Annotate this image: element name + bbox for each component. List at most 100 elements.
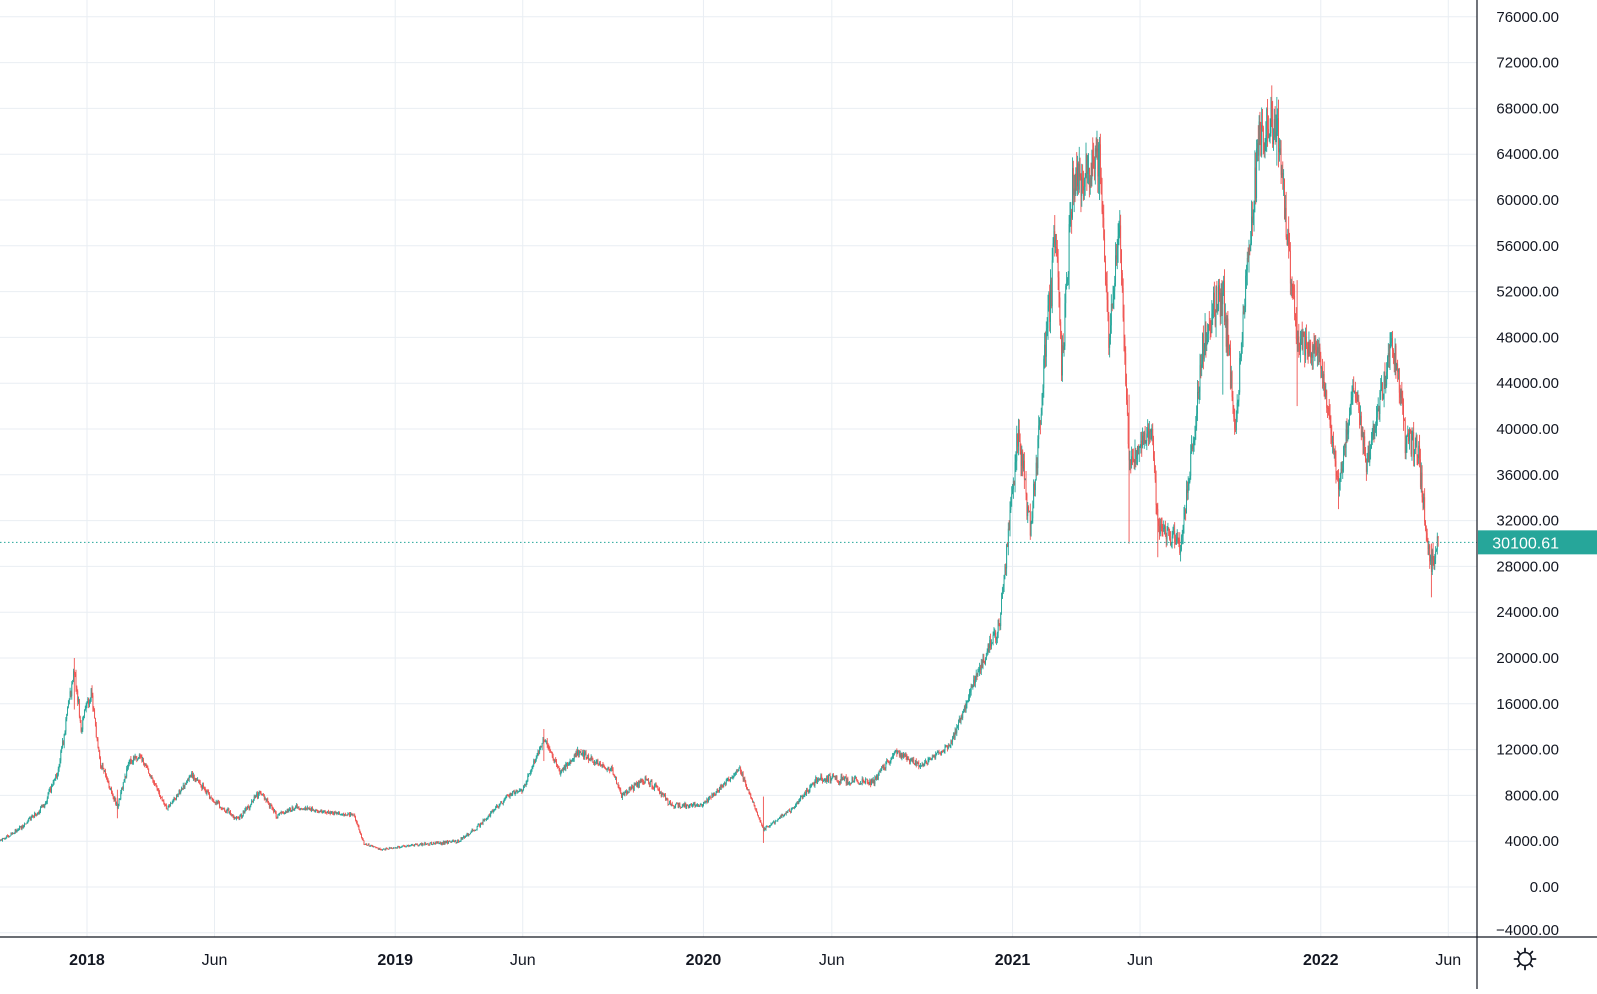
candle-body [98, 748, 99, 751]
candle-body [1305, 337, 1306, 356]
candle-body [1165, 526, 1166, 535]
candle-body [175, 799, 176, 800]
candle-body [32, 815, 33, 816]
candle-body [744, 779, 745, 781]
candle-body [659, 789, 660, 793]
candle-body [14, 833, 15, 834]
candle-body [1284, 178, 1285, 218]
candle-body [753, 802, 754, 803]
price-scale[interactable]: −4000.000.004000.008000.0012000.0016000.… [1496, 9, 1559, 939]
candle-body [454, 841, 455, 842]
candle-body [611, 767, 612, 769]
candle-body [589, 759, 590, 760]
candle-body [130, 759, 131, 761]
candle-body [565, 764, 566, 769]
candle-body [548, 745, 549, 747]
candle-body [268, 802, 269, 803]
candle-body [1105, 261, 1106, 280]
price-tick-label: 0.00 [1530, 879, 1559, 896]
candle-body [699, 806, 700, 807]
candle-body [1053, 231, 1054, 243]
candle-body [966, 701, 967, 705]
candle-body [380, 849, 381, 850]
candle-body [54, 779, 55, 780]
candle-body [303, 809, 304, 810]
candle-body [544, 740, 545, 742]
candle-body [1203, 334, 1204, 360]
candle-body [1352, 388, 1353, 397]
candle-body [728, 779, 729, 781]
candle-body [898, 752, 899, 753]
candle-body [99, 751, 100, 759]
candle-body [563, 770, 564, 771]
candle-body [594, 762, 595, 763]
candle-body [1188, 486, 1189, 493]
candle-body [575, 755, 576, 756]
candle-body [829, 775, 830, 776]
candle-body [64, 734, 65, 745]
candle-body [1223, 281, 1224, 292]
candle-body [1022, 452, 1023, 469]
candle-body [689, 805, 690, 806]
candle-body [571, 760, 572, 761]
candle-body [532, 766, 533, 769]
candle-body [776, 821, 777, 822]
candle-body [1048, 293, 1049, 306]
chart-settings-button[interactable] [1510, 944, 1540, 974]
candle-body [322, 812, 323, 813]
candle-body [1071, 212, 1072, 217]
candle-body [198, 780, 199, 782]
candle-body [1364, 436, 1365, 455]
gear-icon[interactable] [1512, 946, 1538, 972]
candle-body [1086, 155, 1087, 177]
candle-body [84, 710, 85, 716]
candle-body [418, 846, 419, 847]
candle-body [1385, 372, 1386, 386]
candle-body [226, 811, 227, 812]
candle-body [1182, 536, 1183, 538]
candle-body [1378, 408, 1379, 409]
candle-body [507, 795, 508, 796]
candle-body [1311, 353, 1312, 357]
candle-body [1379, 408, 1380, 413]
candle-body [1299, 347, 1300, 352]
candle-body [722, 786, 723, 787]
candle-body [1019, 429, 1020, 440]
candle-body [1320, 356, 1321, 369]
candle-body [528, 774, 529, 776]
candle-body [951, 741, 952, 742]
candle-body [206, 791, 207, 794]
candle-body [643, 782, 644, 783]
candle-body [529, 773, 530, 774]
candle-body [588, 755, 589, 760]
candle-body [1083, 186, 1084, 190]
candle-body [543, 739, 544, 740]
candle-body [646, 777, 647, 780]
candle-body [66, 714, 67, 719]
candle-body [655, 784, 656, 786]
candle-body [434, 843, 435, 844]
candle-body [457, 840, 458, 843]
candle-body [1390, 342, 1391, 343]
candle-body [373, 846, 374, 847]
candle-body [994, 633, 995, 634]
candle-body [1235, 430, 1236, 431]
candle-body [304, 808, 305, 810]
candle-body [1276, 119, 1277, 132]
candle-body [68, 704, 69, 706]
candle-body [603, 766, 604, 767]
candle-body [695, 806, 696, 807]
candle-body [222, 809, 223, 810]
candle-body [269, 803, 270, 808]
candle-body [1059, 297, 1060, 321]
candle-body [441, 843, 442, 844]
candle-body [705, 802, 706, 803]
candle-body [353, 814, 354, 815]
candle-body [481, 823, 482, 824]
candle-body [629, 788, 630, 792]
candle-body [400, 847, 401, 848]
candle-body [583, 752, 584, 757]
candle-body [23, 826, 24, 827]
